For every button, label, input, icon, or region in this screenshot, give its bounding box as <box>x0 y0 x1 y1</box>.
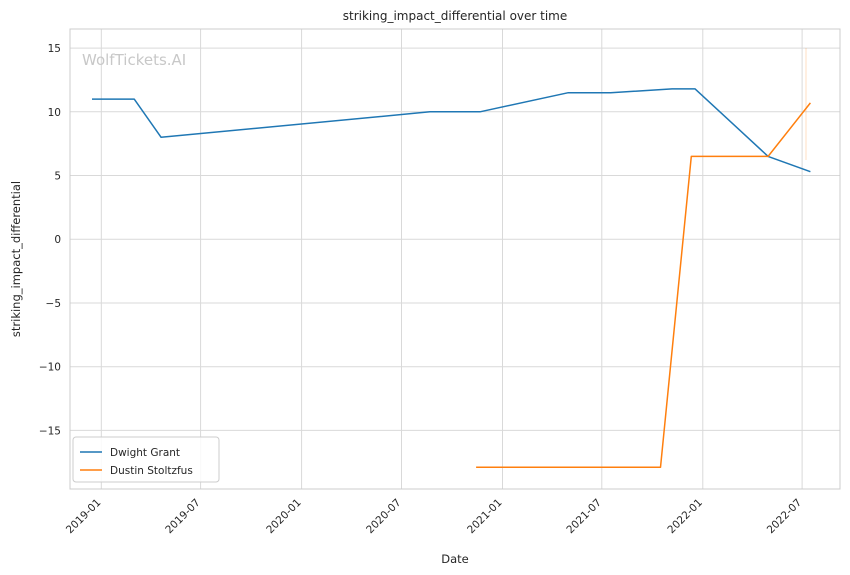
x-axis-label: Date <box>441 552 469 566</box>
series-layer <box>92 88 811 469</box>
x-tick-label: 2022-07 <box>765 497 805 537</box>
legend-label-dustin-stoltzfus: Dustin Stoltzfus <box>110 465 193 477</box>
x-tick-label: 2021-01 <box>465 497 505 537</box>
y-tick-label: 10 <box>48 107 61 119</box>
chart-title: striking_impact_differential over time <box>343 9 568 23</box>
legend-label-dwight-grant: Dwight Grant <box>110 447 180 459</box>
x-tick-label: 2020-01 <box>264 497 304 537</box>
y-tick-labels: 15 10 5 0 −5 −10 −15 <box>39 43 61 437</box>
y-tick-label: 0 <box>54 234 61 246</box>
grid <box>70 29 840 489</box>
x-tick-label: 2022-01 <box>665 497 705 537</box>
watermark: WolfTickets.AI <box>82 51 186 69</box>
series-line-dustin-stoltzfus <box>476 102 811 469</box>
y-tick-label: 5 <box>54 171 61 183</box>
y-tick-label: −5 <box>46 298 61 310</box>
x-tick-label: 2019-01 <box>64 497 104 537</box>
y-tick-label: −15 <box>39 425 61 437</box>
x-tick-label: 2021-07 <box>564 497 604 537</box>
plot-frame <box>69 28 841 490</box>
y-tick-label: 15 <box>48 43 61 55</box>
x-tick-labels: 2019-01 2019-07 2020-01 2020-07 2021-01 2021-… <box>64 497 804 537</box>
legend-frame <box>72 436 220 483</box>
x-tick-label: 2019-07 <box>163 497 203 537</box>
y-axis-label: striking_impact_differential <box>9 181 23 337</box>
legend: Dwight Grant Dustin Stoltzfus <box>72 436 220 483</box>
series-line-dwight-grant <box>92 88 811 173</box>
y-tick-label: −10 <box>39 362 61 374</box>
x-tick-label: 2020-07 <box>364 497 404 537</box>
